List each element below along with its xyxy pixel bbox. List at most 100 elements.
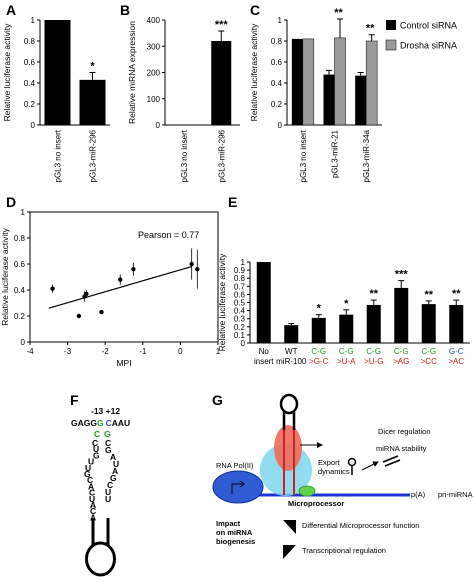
pa-label: p(A) — [411, 490, 426, 499]
pre-mirna-loop — [347, 457, 357, 467]
rnapol-shape — [212, 470, 264, 504]
chart-a-significance: * — [90, 61, 95, 73]
hairpin-left-nucleotide: G — [93, 450, 100, 460]
chart-e-category-bottom: >U-G — [364, 357, 383, 366]
hairpin-right-nucleotide: C — [107, 480, 113, 490]
chart-b-category-label: pGL3 no insert — [180, 129, 189, 182]
dicer-label: Dicer regulation — [378, 427, 431, 436]
microprocessor-label: Microprocessor — [288, 499, 344, 508]
export-label-line1: Export — [318, 458, 341, 467]
chart-e-category-top: WT — [285, 347, 298, 356]
impact-line3: biogenesis — [216, 537, 255, 546]
chart-e-category-bottom: >U-A — [337, 357, 356, 366]
chart-c-significance: ** — [334, 7, 343, 19]
chart-e-category-top: No — [259, 347, 270, 356]
chart-c-y-tick-label: 0 — [278, 121, 283, 130]
chart-d-point — [84, 291, 89, 297]
chart-d-y-tick-label: 0.6 — [14, 260, 26, 269]
chart-e-y-tick-label: 0.3 — [234, 315, 246, 324]
chart-e-significance: ** — [424, 289, 433, 301]
chart-c-y-tick-label: 0.4 — [271, 79, 283, 88]
chart-c-category-label: pGL3-miR-21 — [331, 129, 340, 178]
chart-d-x-tick-label: -2 — [102, 347, 110, 356]
cofactor-shape — [298, 485, 316, 497]
mirna-duplex — [382, 455, 401, 467]
hairpin-top-right: AAU — [112, 418, 130, 428]
chart-e-y-tick-label: 0.5 — [234, 299, 246, 308]
chart-e-category-top: G-C — [449, 347, 464, 356]
chart-e-y-tick-label: 0.6 — [234, 290, 246, 299]
chart-e-category-top: C-G — [394, 347, 409, 356]
chart-e-y-tick-label: 0.8 — [234, 274, 246, 283]
chart-e-category-bottom: >CC — [421, 357, 437, 366]
chart-e-bar — [311, 317, 326, 343]
chart-d-y-tick-label: 0 — [21, 338, 26, 347]
chart-b-significance: *** — [215, 19, 229, 31]
chart-e-y-tick-label: 0.4 — [234, 307, 246, 316]
hairpin-left-nucleotide: C — [89, 488, 95, 498]
wedge-bottom — [283, 545, 296, 559]
panel-label-g: G — [212, 392, 223, 408]
pri-mirna-hairpin-stem — [283, 430, 295, 495]
chart-a: 0 0.2 0.4 0.6 0.8 1 pGL3 no insert * pGL3-miR-29… — [2, 16, 110, 182]
chart-c-y-label: Relative luciferase activity — [249, 23, 259, 122]
chart-c-y-tick-label: 0.8 — [271, 37, 283, 46]
hairpin-left-nucleotide: U — [93, 444, 99, 454]
panel-label-b: B — [120, 2, 130, 18]
hairpin-left-nucleotide: C — [92, 438, 98, 448]
chart-e-y-label: Relative luciferase activity — [217, 253, 227, 352]
legend-label-drosha: Drosha siRNA — [400, 41, 457, 51]
chart-e-bar — [284, 325, 299, 343]
chart-e-y-tick-label: 0.7 — [234, 282, 246, 291]
chart-a-bar — [44, 20, 71, 125]
chart-c-y-tick-label: 1 — [278, 16, 283, 25]
chart-e-y-tick-label: 0.9 — [234, 266, 246, 275]
hairpin-left-nucleotide: A — [88, 481, 94, 491]
impact-line1: Impact — [216, 519, 241, 528]
hairpin-left-nucleotide: U — [85, 463, 91, 473]
chart-d-y-tick-label: 0.2 — [14, 312, 26, 321]
panel-label-f: F — [70, 392, 79, 408]
chart-e-category-bottom: >AG — [393, 357, 409, 366]
chart-c-bar — [365, 40, 378, 126]
chart-a-y-tick-label: 0 — [31, 121, 36, 130]
diff-mp-label: Differential Microprocessor function — [302, 521, 419, 530]
legend-c: Control siRNA Drosha siRNA — [385, 20, 457, 51]
legend-label-control: Control siRNA — [400, 21, 457, 31]
chart-e-bar — [394, 287, 409, 343]
chart-a-y-tick-label: 0.2 — [24, 100, 36, 109]
export-label-line2: dynamics — [318, 467, 350, 476]
transcriptional-label: Transcriptional regulation — [302, 546, 386, 555]
hairpin-top-c: C — [106, 418, 112, 428]
chart-b-y-tick-label: 400 — [147, 16, 161, 25]
chart-c-bar — [334, 37, 346, 126]
chart-d-x-tick-label: 1 — [216, 347, 221, 356]
chart-e-category-top: C-G — [339, 347, 354, 356]
chart-c-significance: ** — [366, 23, 375, 35]
hairpin-right-nucleotide: A — [110, 452, 116, 462]
legend-swatch-drosha — [385, 39, 397, 51]
terminal-loop — [85, 541, 116, 577]
chart-a-y-tick-label: 0.6 — [24, 58, 36, 67]
hairpin-top-left: GAGG — [71, 418, 97, 428]
chart-e-category-bottom: insert — [254, 357, 274, 366]
hairpin-right-nucleotide: C — [105, 438, 111, 448]
chart-c-category-label: pGL3-miR-34a — [362, 129, 371, 182]
chart-e-bar — [449, 304, 464, 343]
hairpin-left-nucleotide: U — [88, 457, 94, 467]
legend-swatch-control — [386, 20, 396, 30]
chart-c-bar — [323, 74, 335, 125]
hairpin-left-nucleotide: A — [90, 512, 96, 522]
chart-b-y-tick-label: 300 — [147, 42, 161, 51]
chart-a-y-tick-label: 0.4 — [24, 79, 36, 88]
chart-d-point — [131, 267, 136, 272]
wedge-top — [283, 520, 296, 534]
hairpin-right-nucleotide: U — [105, 487, 111, 497]
hairpin-top-g: G — [97, 418, 104, 428]
chart-d-annotation: Pearson = 0.77 — [138, 230, 199, 240]
impact-line2: on miRNA — [216, 528, 253, 537]
chart-d-x-tick-label: -1 — [139, 347, 147, 356]
chart-d-y-tick-label: 1 — [21, 208, 26, 217]
hairpin-left-nucleotide: G — [84, 469, 91, 479]
